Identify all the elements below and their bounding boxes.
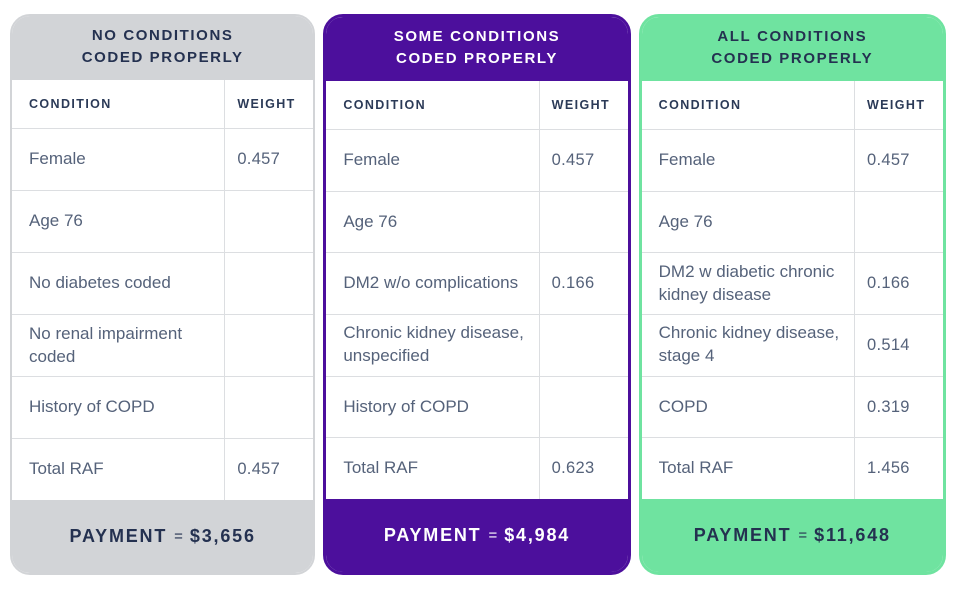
weight-cell: 0.457 <box>237 150 281 168</box>
table-row: DM2 w diabetic chronic kidney disease 0.… <box>641 252 943 315</box>
condition-cell: Female <box>658 149 716 169</box>
payment-value: $3,656 <box>189 526 256 546</box>
condition-column-header: CONDITION <box>642 81 855 129</box>
condition-cell: History of COPD <box>343 396 469 416</box>
card-some-conditions: SOME CONDITIONS CODED PROPERLY CONDITION… <box>323 14 631 575</box>
conditions-table: CONDITION WEIGHT Female 0.457 Age 76 DM2… <box>641 81 943 500</box>
weight-cell: 0.319 <box>866 397 910 416</box>
weight-cell: 1.456 <box>866 459 910 478</box>
table-row: Age 76 <box>12 190 314 252</box>
condition-cell: DM2 w/o complications <box>343 273 519 293</box>
table-row: Female 0.457 <box>641 129 943 191</box>
payment-banner: PAYMENT = $3,656 <box>12 500 314 573</box>
weight-cell: 0.457 <box>866 150 910 169</box>
table-header-row: CONDITION WEIGHT <box>12 80 313 128</box>
card-title-line2: CODED PROPERLY <box>81 49 244 66</box>
payment-equals: = <box>798 527 808 544</box>
card-title-emphasis: SOME <box>393 27 445 45</box>
card-title: NO CONDITIONS CODED PROPERLY <box>82 25 244 70</box>
table-row: No diabetes coded <box>12 252 314 314</box>
table-row: Age 76 <box>641 190 943 253</box>
payment-value: $4,984 <box>504 525 571 545</box>
conditions-table: CONDITION WEIGHT Female 0.457 Age 76 DM2… <box>326 81 628 500</box>
card-all-conditions-header: ALL CONDITIONS CODED PROPERLY <box>641 17 943 81</box>
condition-cell: History of COPD <box>29 397 155 417</box>
payment-label: PAYMENT <box>383 525 482 545</box>
total-raf-row: Total RAF 0.457 <box>12 438 314 500</box>
table-row: Age 76 <box>326 190 628 253</box>
condition-cell: Age 76 <box>658 211 713 231</box>
weight-cell: 0.166 <box>866 274 910 293</box>
card-title-emphasis: NO <box>91 26 118 44</box>
table-header-row: CONDITION WEIGHT <box>642 81 943 129</box>
card-title-rest: CONDITIONS <box>123 26 234 44</box>
card-no-conditions: NO CONDITIONS CODED PROPERLY CONDITION W… <box>10 14 316 575</box>
payment-banner: PAYMENT = $4,984 <box>326 499 628 572</box>
payment-equals: = <box>174 528 183 545</box>
condition-cell: COPD <box>658 396 708 416</box>
card-no-conditions-header: NO CONDITIONS CODED PROPERLY <box>12 16 314 80</box>
condition-cell: Female <box>29 149 86 169</box>
card-title-rest: CONDITIONS <box>450 27 561 45</box>
table-row: COPD 0.319 <box>641 375 943 438</box>
weight-column-header: WEIGHT <box>551 98 611 112</box>
table-row: DM2 w/o complications 0.166 <box>326 252 628 315</box>
condition-cell: DM2 w diabetic chronic kidney disease <box>658 261 835 304</box>
weight-cell: 0.166 <box>551 274 595 293</box>
card-title-line2: CODED PROPERLY <box>396 50 558 67</box>
payment-label: PAYMENT <box>69 526 168 546</box>
table-row: History of COPD <box>12 376 314 438</box>
table-row: Female 0.457 <box>12 128 314 190</box>
card-title: ALL CONDITIONS CODED PROPERLY <box>711 26 873 71</box>
payment-banner: PAYMENT = $11,648 <box>641 499 943 572</box>
weight-column-header: WEIGHT <box>866 98 926 112</box>
table-row: Chronic kidney disease, stage 4 0.514 <box>641 314 943 376</box>
condition-column-header: CONDITION <box>12 80 226 128</box>
table-header-row: CONDITION WEIGHT <box>326 81 627 129</box>
table-row: Chronic kidney disease, unspecified <box>326 314 628 376</box>
weight-cell: 0.457 <box>237 460 281 478</box>
table-row: No renal impairment coded <box>12 314 314 376</box>
condition-cell: Total RAF <box>658 458 734 478</box>
condition-cell: Total RAF <box>29 459 104 479</box>
total-raf-row: Total RAF 0.623 <box>326 437 628 500</box>
weight-cell: 0.514 <box>866 335 910 354</box>
total-raf-row: Total RAF 1.456 <box>641 437 943 500</box>
condition-cell: Chronic kidney disease, unspecified <box>343 323 524 366</box>
card-title-line2: CODED PROPERLY <box>711 50 874 67</box>
payment-equals: = <box>488 527 498 544</box>
conditions-table: CONDITION WEIGHT Female 0.457 Age 76 No … <box>12 80 314 500</box>
condition-cell: Female <box>343 149 401 169</box>
condition-cell: Age 76 <box>343 211 398 231</box>
condition-cell: Total RAF <box>343 458 418 478</box>
card-title-rest: CONDITIONS <box>757 27 868 45</box>
card-title-emphasis: ALL <box>717 27 752 45</box>
card-some-conditions-header: SOME CONDITIONS CODED PROPERLY <box>326 17 628 81</box>
weight-cell: 0.457 <box>551 150 595 169</box>
card-all-conditions: ALL CONDITIONS CODED PROPERLY CONDITION … <box>638 14 946 575</box>
card-title: SOME CONDITIONS CODED PROPERLY <box>394 26 561 71</box>
table-row: History of COPD <box>326 375 628 438</box>
weight-column-header: WEIGHT <box>237 97 296 111</box>
payment-label: PAYMENT <box>693 525 792 545</box>
condition-cell: No renal impairment coded <box>29 323 183 366</box>
condition-cell: Chronic kidney disease, stage 4 <box>658 323 840 366</box>
table-row: Female 0.457 <box>326 129 628 191</box>
condition-cell: No diabetes coded <box>29 273 171 293</box>
condition-cell: Age 76 <box>29 211 83 231</box>
weight-cell: 0.623 <box>551 459 595 478</box>
condition-column-header: CONDITION <box>326 81 540 129</box>
payment-value: $11,648 <box>814 525 891 545</box>
